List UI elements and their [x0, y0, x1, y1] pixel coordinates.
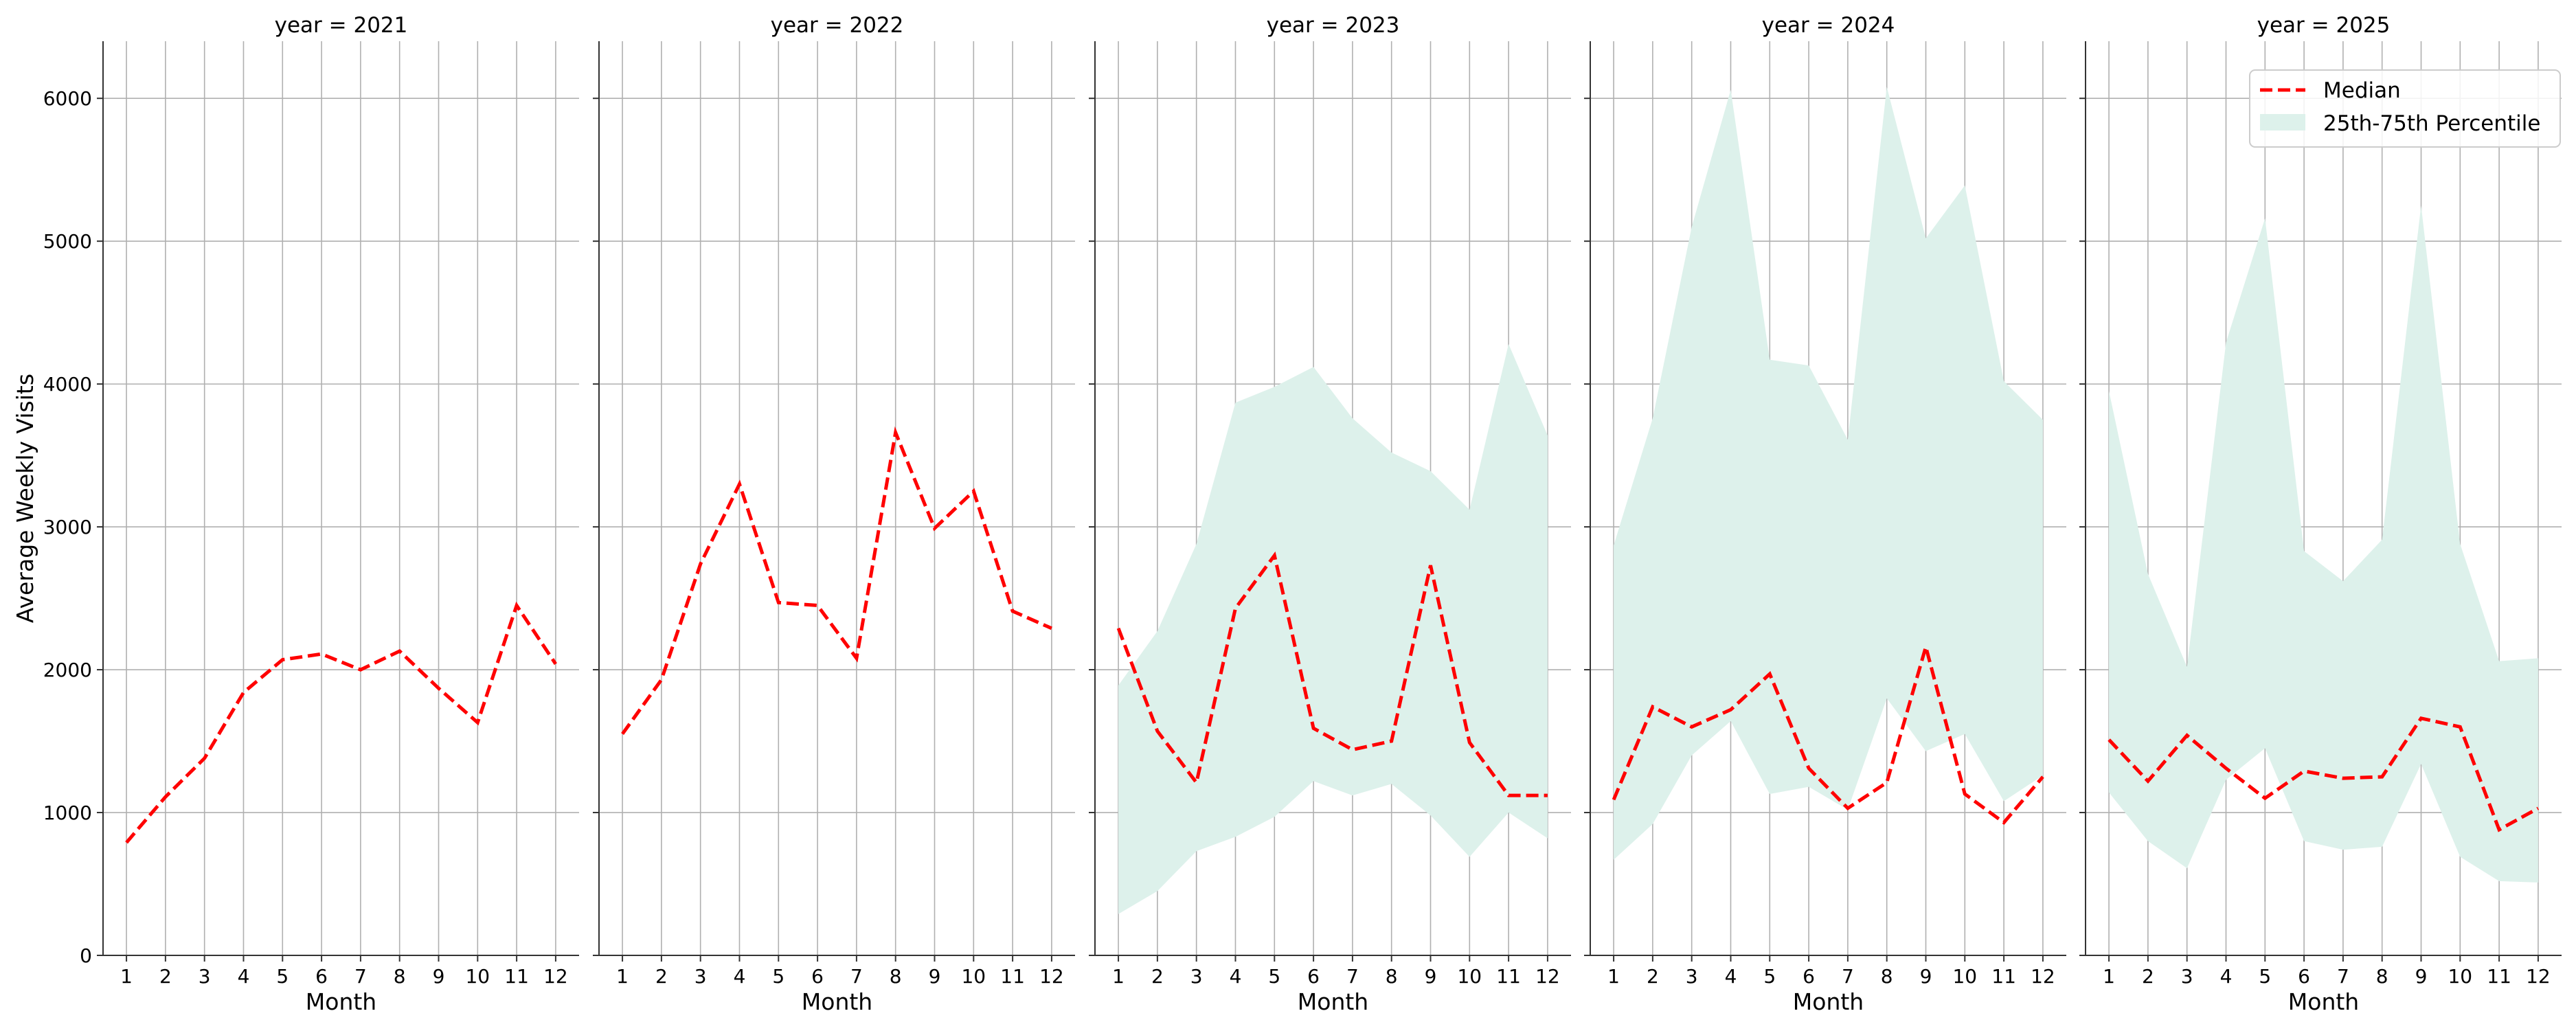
legend: Median 25th-75th Percentile — [2249, 69, 2561, 148]
x-tick-label: 11 — [1991, 965, 2016, 988]
x-tick-label: 3 — [2181, 965, 2193, 988]
y-tick-label: 3000 — [43, 516, 92, 538]
x-tick-label: 1 — [616, 965, 629, 988]
x-tick-label: 10 — [1952, 965, 1977, 988]
x-axis-label: Month — [1298, 988, 1368, 1015]
x-tick-label: 7 — [1842, 965, 1854, 988]
x-tick-label: 5 — [1268, 965, 1280, 988]
median-line — [1612, 640, 2044, 825]
x-tick-label: 2 — [159, 965, 172, 988]
legend-box — [2249, 69, 2561, 148]
y-tick-label: 0 — [80, 944, 92, 967]
x-tick-label: 11 — [1496, 965, 1521, 988]
panel-title: year = 2021 — [275, 13, 408, 38]
x-tick-label: 12 — [1535, 965, 1560, 988]
x-tick-label: 12 — [2526, 965, 2551, 988]
x-tick-label: 5 — [276, 965, 289, 988]
x-tick-label: 7 — [354, 965, 367, 988]
median-line — [621, 426, 1052, 736]
x-axis-label: Month — [802, 988, 872, 1015]
x-tick-label: 10 — [2448, 965, 2472, 988]
x-tick-label: 3 — [1190, 965, 1203, 988]
percentile-band — [1118, 343, 1548, 914]
x-tick-label: 4 — [238, 965, 250, 988]
x-tick-label: 11 — [504, 965, 529, 988]
x-tick-label: 9 — [433, 965, 445, 988]
x-tick-label: 6 — [2298, 965, 2310, 988]
x-tick-label: 4 — [2220, 965, 2233, 988]
x-tick-label: 1 — [2103, 965, 2115, 988]
x-tick-label: 6 — [315, 965, 328, 988]
x-tick-label: 10 — [961, 965, 986, 988]
panel-title: year = 2024 — [1762, 13, 1895, 38]
x-tick-label: 12 — [1039, 965, 1064, 988]
legend-median-label: Median — [2323, 78, 2401, 103]
median-line — [125, 601, 557, 844]
panel-title: year = 2025 — [2257, 13, 2391, 38]
median-line — [2108, 716, 2540, 832]
x-tick-label: 11 — [2487, 965, 2511, 988]
x-tick-label: 7 — [1346, 965, 1359, 988]
panel-title: year = 2022 — [771, 13, 904, 38]
percentile-band — [1614, 87, 2043, 860]
x-tick-label: 4 — [734, 965, 746, 988]
x-tick-label: 5 — [2259, 965, 2271, 988]
x-tick-label: 8 — [1881, 965, 1893, 988]
y-tick-label: 4000 — [43, 373, 92, 396]
y-axis-label: Average Weekly Visits — [12, 374, 38, 623]
y-tick-label: 2000 — [43, 659, 92, 681]
y-tick-label: 6000 — [43, 87, 92, 110]
x-tick-label: 5 — [772, 965, 784, 988]
x-tick-label: 1 — [1112, 965, 1125, 988]
x-tick-label: 6 — [811, 965, 824, 988]
x-tick-label: 6 — [1803, 965, 1815, 988]
x-tick-label: 10 — [465, 965, 490, 988]
x-tick-label: 10 — [1457, 965, 1482, 988]
x-tick-label: 6 — [1307, 965, 1320, 988]
x-tick-label: 2 — [1647, 965, 1659, 988]
facet-panel-1: 1 2 3 4 5 6 7 8 9 10 11 120100020003000400050006000… — [43, 13, 579, 1015]
x-tick-label: 3 — [694, 965, 707, 988]
legend-band-label: 25th-75th Percentile — [2323, 111, 2540, 136]
x-tick-label: 3 — [1686, 965, 1698, 988]
x-tick-label: 4 — [1725, 965, 1737, 988]
panel-title: year = 2023 — [1267, 13, 1400, 38]
x-tick-label: 9 — [1425, 965, 1437, 988]
x-tick-label: 9 — [929, 965, 941, 988]
y-tick-label: 5000 — [43, 230, 92, 253]
x-tick-label: 1 — [120, 965, 133, 988]
x-tick-label: 9 — [1920, 965, 1932, 988]
x-tick-label: 8 — [890, 965, 902, 988]
x-tick-label: 1 — [1607, 965, 1620, 988]
x-tick-label: 8 — [2376, 965, 2388, 988]
x-tick-label: 8 — [1386, 965, 1398, 988]
y-tick-label: 1000 — [43, 802, 92, 824]
x-tick-label: 2 — [655, 965, 668, 988]
x-axis-label: Month — [2288, 988, 2359, 1015]
x-tick-label: 5 — [1763, 965, 1776, 988]
x-tick-label: 3 — [199, 965, 211, 988]
x-tick-label: 7 — [850, 965, 863, 988]
x-tick-label: 2 — [1151, 965, 1164, 988]
x-tick-label: 4 — [1230, 965, 1242, 988]
x-tick-label: 12 — [543, 965, 568, 988]
percentile-band — [2109, 205, 2538, 883]
x-tick-label: 2 — [2142, 965, 2154, 988]
x-tick-label: 12 — [2031, 965, 2055, 988]
median-line — [1116, 551, 1548, 797]
legend-band-swatch — [2260, 114, 2305, 130]
x-tick-label: 9 — [2415, 965, 2428, 988]
x-tick-label: 7 — [2337, 965, 2349, 988]
x-tick-label: 8 — [394, 965, 406, 988]
x-tick-label: 11 — [1000, 965, 1025, 988]
x-axis-label: Month — [306, 988, 376, 1015]
x-axis-label: Month — [1793, 988, 1864, 1015]
